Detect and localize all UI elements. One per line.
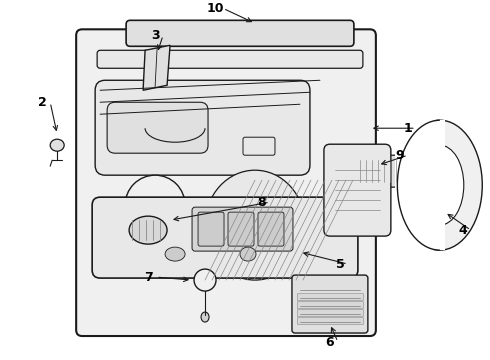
FancyBboxPatch shape (198, 212, 224, 246)
Text: 3: 3 (151, 29, 159, 42)
FancyBboxPatch shape (297, 302, 364, 309)
FancyBboxPatch shape (324, 144, 391, 236)
FancyBboxPatch shape (97, 50, 363, 68)
Ellipse shape (416, 145, 464, 225)
Text: 9: 9 (395, 149, 404, 162)
Ellipse shape (201, 312, 209, 322)
FancyBboxPatch shape (107, 102, 208, 153)
FancyBboxPatch shape (297, 293, 364, 301)
Text: 10: 10 (206, 2, 224, 15)
FancyBboxPatch shape (243, 137, 275, 155)
Ellipse shape (397, 120, 482, 250)
FancyBboxPatch shape (95, 80, 310, 175)
FancyBboxPatch shape (297, 310, 364, 316)
FancyBboxPatch shape (192, 207, 293, 251)
Ellipse shape (129, 216, 167, 244)
Ellipse shape (240, 247, 256, 261)
FancyBboxPatch shape (292, 275, 368, 333)
FancyBboxPatch shape (76, 29, 376, 336)
Ellipse shape (205, 170, 305, 280)
FancyBboxPatch shape (92, 197, 358, 278)
Ellipse shape (50, 139, 64, 151)
Text: 6: 6 (326, 336, 334, 348)
FancyBboxPatch shape (354, 155, 403, 187)
Ellipse shape (165, 247, 185, 261)
FancyBboxPatch shape (297, 318, 364, 324)
Text: 1: 1 (403, 122, 412, 135)
FancyBboxPatch shape (228, 212, 254, 246)
Text: 7: 7 (144, 271, 152, 284)
Ellipse shape (194, 269, 216, 291)
Ellipse shape (125, 175, 185, 235)
Text: 4: 4 (459, 224, 467, 237)
Bar (395, 120, 445, 250)
FancyBboxPatch shape (258, 212, 284, 246)
FancyBboxPatch shape (126, 20, 354, 46)
Polygon shape (143, 45, 170, 90)
Text: 8: 8 (258, 195, 266, 209)
Text: 5: 5 (336, 258, 344, 271)
Text: 2: 2 (38, 96, 47, 109)
